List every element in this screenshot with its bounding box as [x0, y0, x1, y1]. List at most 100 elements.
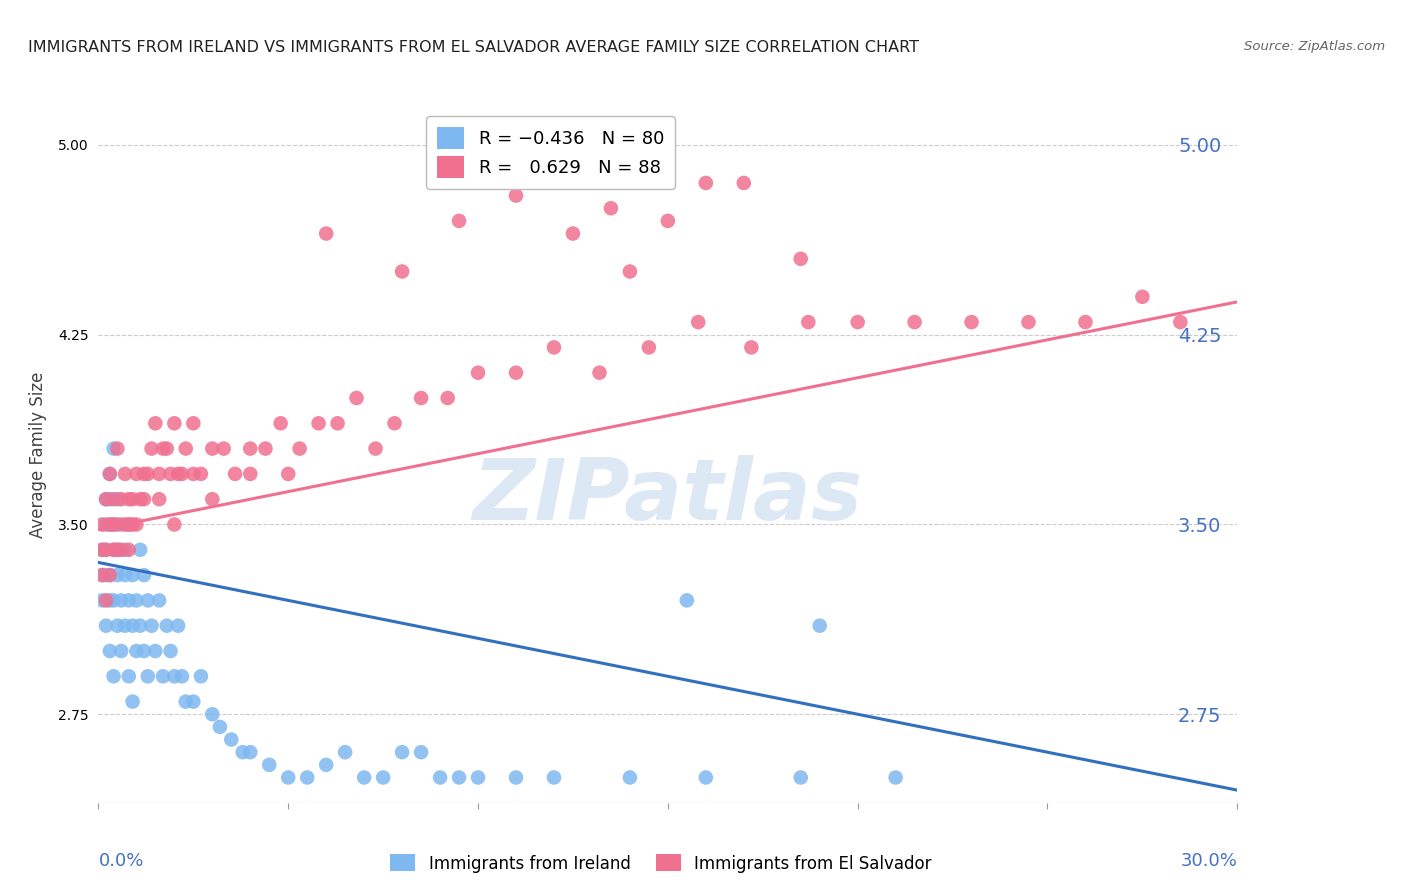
Point: [114, 542, 136, 557]
Text: ZIPatlas: ZIPatlas: [472, 455, 863, 538]
Point: [110, 644, 132, 658]
Point: [152, 669, 174, 683]
Point: [98, 644, 121, 658]
Point: [201, 707, 224, 722]
Point: [790, 771, 813, 785]
Point: [600, 201, 623, 215]
Point: [224, 467, 246, 481]
Point: [152, 442, 174, 456]
Point: [254, 442, 277, 456]
Point: [259, 757, 281, 772]
Point: [740, 340, 762, 354]
Point: [695, 771, 717, 785]
Point: [114, 467, 136, 481]
Point: [543, 771, 565, 785]
Point: [110, 542, 132, 557]
Point: [129, 542, 152, 557]
Point: [1170, 315, 1192, 329]
Point: [371, 771, 394, 785]
Point: [103, 593, 125, 607]
Point: [132, 467, 155, 481]
Point: [190, 669, 212, 683]
Point: [110, 492, 132, 507]
Text: IMMIGRANTS FROM IRELAND VS IMMIGRANTS FROM EL SALVADOR AVERAGE FAMILY SIZE CORRE: IMMIGRANTS FROM IRELAND VS IMMIGRANTS FR…: [28, 40, 920, 55]
Point: [208, 720, 231, 734]
Point: [467, 366, 489, 380]
Point: [960, 315, 983, 329]
Point: [277, 467, 299, 481]
Point: [183, 467, 205, 481]
Point: [167, 467, 190, 481]
Point: [98, 568, 121, 582]
Point: [449, 771, 471, 785]
Point: [103, 492, 125, 507]
Point: [315, 757, 337, 772]
Point: [288, 442, 311, 456]
Point: [429, 771, 451, 785]
Point: [148, 492, 170, 507]
Point: [98, 568, 121, 582]
Point: [1074, 315, 1097, 329]
Legend: Immigrants from Ireland, Immigrants from El Salvador: Immigrants from Ireland, Immigrants from…: [384, 847, 938, 880]
Point: [808, 618, 831, 632]
Point: [121, 568, 143, 582]
Point: [98, 492, 121, 507]
Point: [221, 732, 243, 747]
Point: [174, 695, 197, 709]
Legend: R = −0.436   N = 80, R =   0.629   N = 88: R = −0.436 N = 80, R = 0.629 N = 88: [426, 116, 675, 189]
Point: [107, 618, 129, 632]
Point: [110, 517, 132, 532]
Point: [125, 467, 148, 481]
Point: [163, 517, 186, 532]
Point: [326, 417, 349, 431]
Point: [145, 417, 167, 431]
Point: [1018, 315, 1040, 329]
Point: [156, 442, 179, 456]
Point: [201, 492, 224, 507]
Point: [159, 644, 181, 658]
Point: [103, 517, 125, 532]
Text: 30.0%: 30.0%: [1181, 852, 1237, 870]
Point: [136, 467, 159, 481]
Point: [98, 467, 121, 481]
Point: [436, 391, 458, 405]
Point: [619, 771, 641, 785]
Point: [232, 745, 254, 759]
Point: [98, 517, 121, 532]
Point: [118, 517, 141, 532]
Point: [94, 542, 117, 557]
Point: [505, 366, 527, 380]
Point: [103, 542, 125, 557]
Point: [270, 417, 292, 431]
Point: [1132, 290, 1154, 304]
Point: [239, 745, 262, 759]
Point: [183, 417, 205, 431]
Point: [103, 669, 125, 683]
Point: [94, 593, 117, 607]
Point: [118, 669, 141, 683]
Point: [110, 593, 132, 607]
Point: [91, 542, 114, 557]
Text: 0.0%: 0.0%: [98, 852, 143, 870]
Point: [107, 542, 129, 557]
Point: [114, 568, 136, 582]
Point: [132, 492, 155, 507]
Text: Source: ZipAtlas.com: Source: ZipAtlas.com: [1244, 40, 1385, 54]
Point: [183, 695, 205, 709]
Point: [657, 214, 679, 228]
Point: [688, 315, 710, 329]
Point: [163, 669, 186, 683]
Point: [212, 442, 235, 456]
Point: [125, 593, 148, 607]
Point: [846, 315, 869, 329]
Point: [107, 568, 129, 582]
Point: [121, 492, 143, 507]
Point: [190, 467, 212, 481]
Point: [103, 442, 125, 456]
Point: [353, 771, 375, 785]
Point: [129, 492, 152, 507]
Point: [94, 568, 117, 582]
Point: [136, 593, 159, 607]
Point: [98, 467, 121, 481]
Point: [132, 568, 155, 582]
